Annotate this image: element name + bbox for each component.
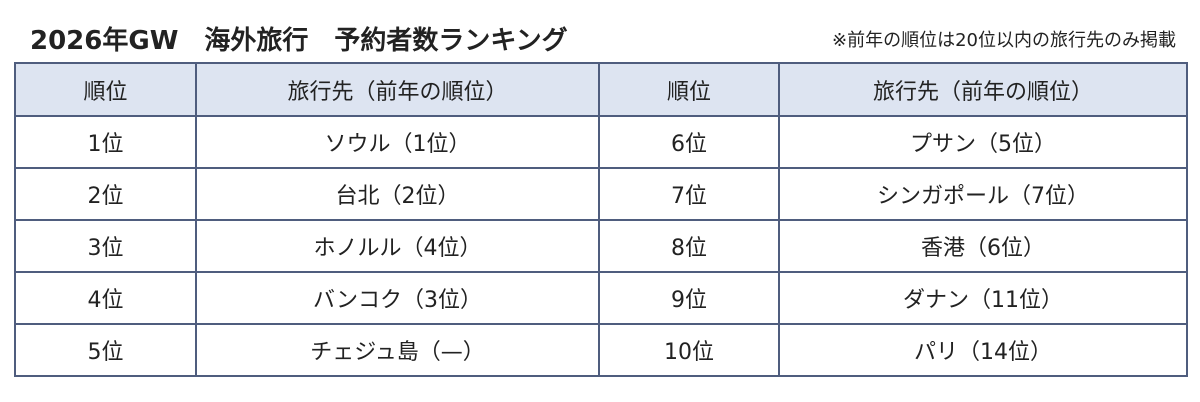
destination-cell: ダナン（11位） — [778, 271, 1188, 325]
rank-cell: 2位 — [14, 167, 197, 221]
table-row: 5位 チェジュ島（—） 10位 パリ（14位） — [14, 323, 1188, 377]
note: ※前年の順位は20位以内の旅行先のみ掲載 — [832, 30, 1176, 51]
rank-cell: 8位 — [598, 219, 780, 273]
destination-cell: チェジュ島（—） — [195, 323, 600, 377]
destination-cell: ソウル（1位） — [195, 115, 600, 169]
rank-cell: 5位 — [14, 323, 197, 377]
rank-cell: 10位 — [598, 323, 780, 377]
table-row: 4位 バンコク（3位） 9位 ダナン（11位） — [14, 271, 1188, 325]
table-body: 1位 ソウル（1位） 6位 プサン（5位） 2位 台北（2位） 7位 シンガポール（7位） 3位… — [14, 115, 1188, 377]
destination-cell: パリ（14位） — [778, 323, 1188, 377]
destination-cell: ホノルル（4位） — [195, 219, 600, 273]
rank-cell: 1位 — [14, 115, 197, 169]
destination-cell: バンコク（3位） — [195, 271, 600, 325]
destination-cell: 香港（6位） — [778, 219, 1188, 273]
rank-cell: 6位 — [598, 115, 780, 169]
ranking-table: 順位 旅行先（前年の順位） 順位 旅行先（前年の順位） 1位 ソウル（1位） 6位 プサン（… — [14, 62, 1188, 377]
destination-cell: 台北（2位） — [195, 167, 600, 221]
rank-cell: 4位 — [14, 271, 197, 325]
destination-cell: シンガポール（7位） — [778, 167, 1188, 221]
column-header: 旅行先（前年の順位） — [778, 62, 1188, 117]
column-header: 旅行先（前年の順位） — [195, 62, 600, 117]
destination-cell: プサン（5位） — [778, 115, 1188, 169]
title: 2026年GW 海外旅行 予約者数ランキング — [30, 26, 568, 56]
table-row: 1位 ソウル（1位） 6位 プサン（5位） — [14, 115, 1188, 169]
rank-cell: 3位 — [14, 219, 197, 273]
rank-cell: 9位 — [598, 271, 780, 325]
header-row: 順位 旅行先（前年の順位） 順位 旅行先（前年の順位） — [14, 62, 1188, 117]
table-row: 3位 ホノルル（4位） 8位 香港（6位） — [14, 219, 1188, 273]
column-header: 順位 — [598, 62, 780, 117]
column-header: 順位 — [14, 62, 197, 117]
rank-cell: 7位 — [598, 167, 780, 221]
table-row: 2位 台北（2位） 7位 シンガポール（7位） — [14, 167, 1188, 221]
